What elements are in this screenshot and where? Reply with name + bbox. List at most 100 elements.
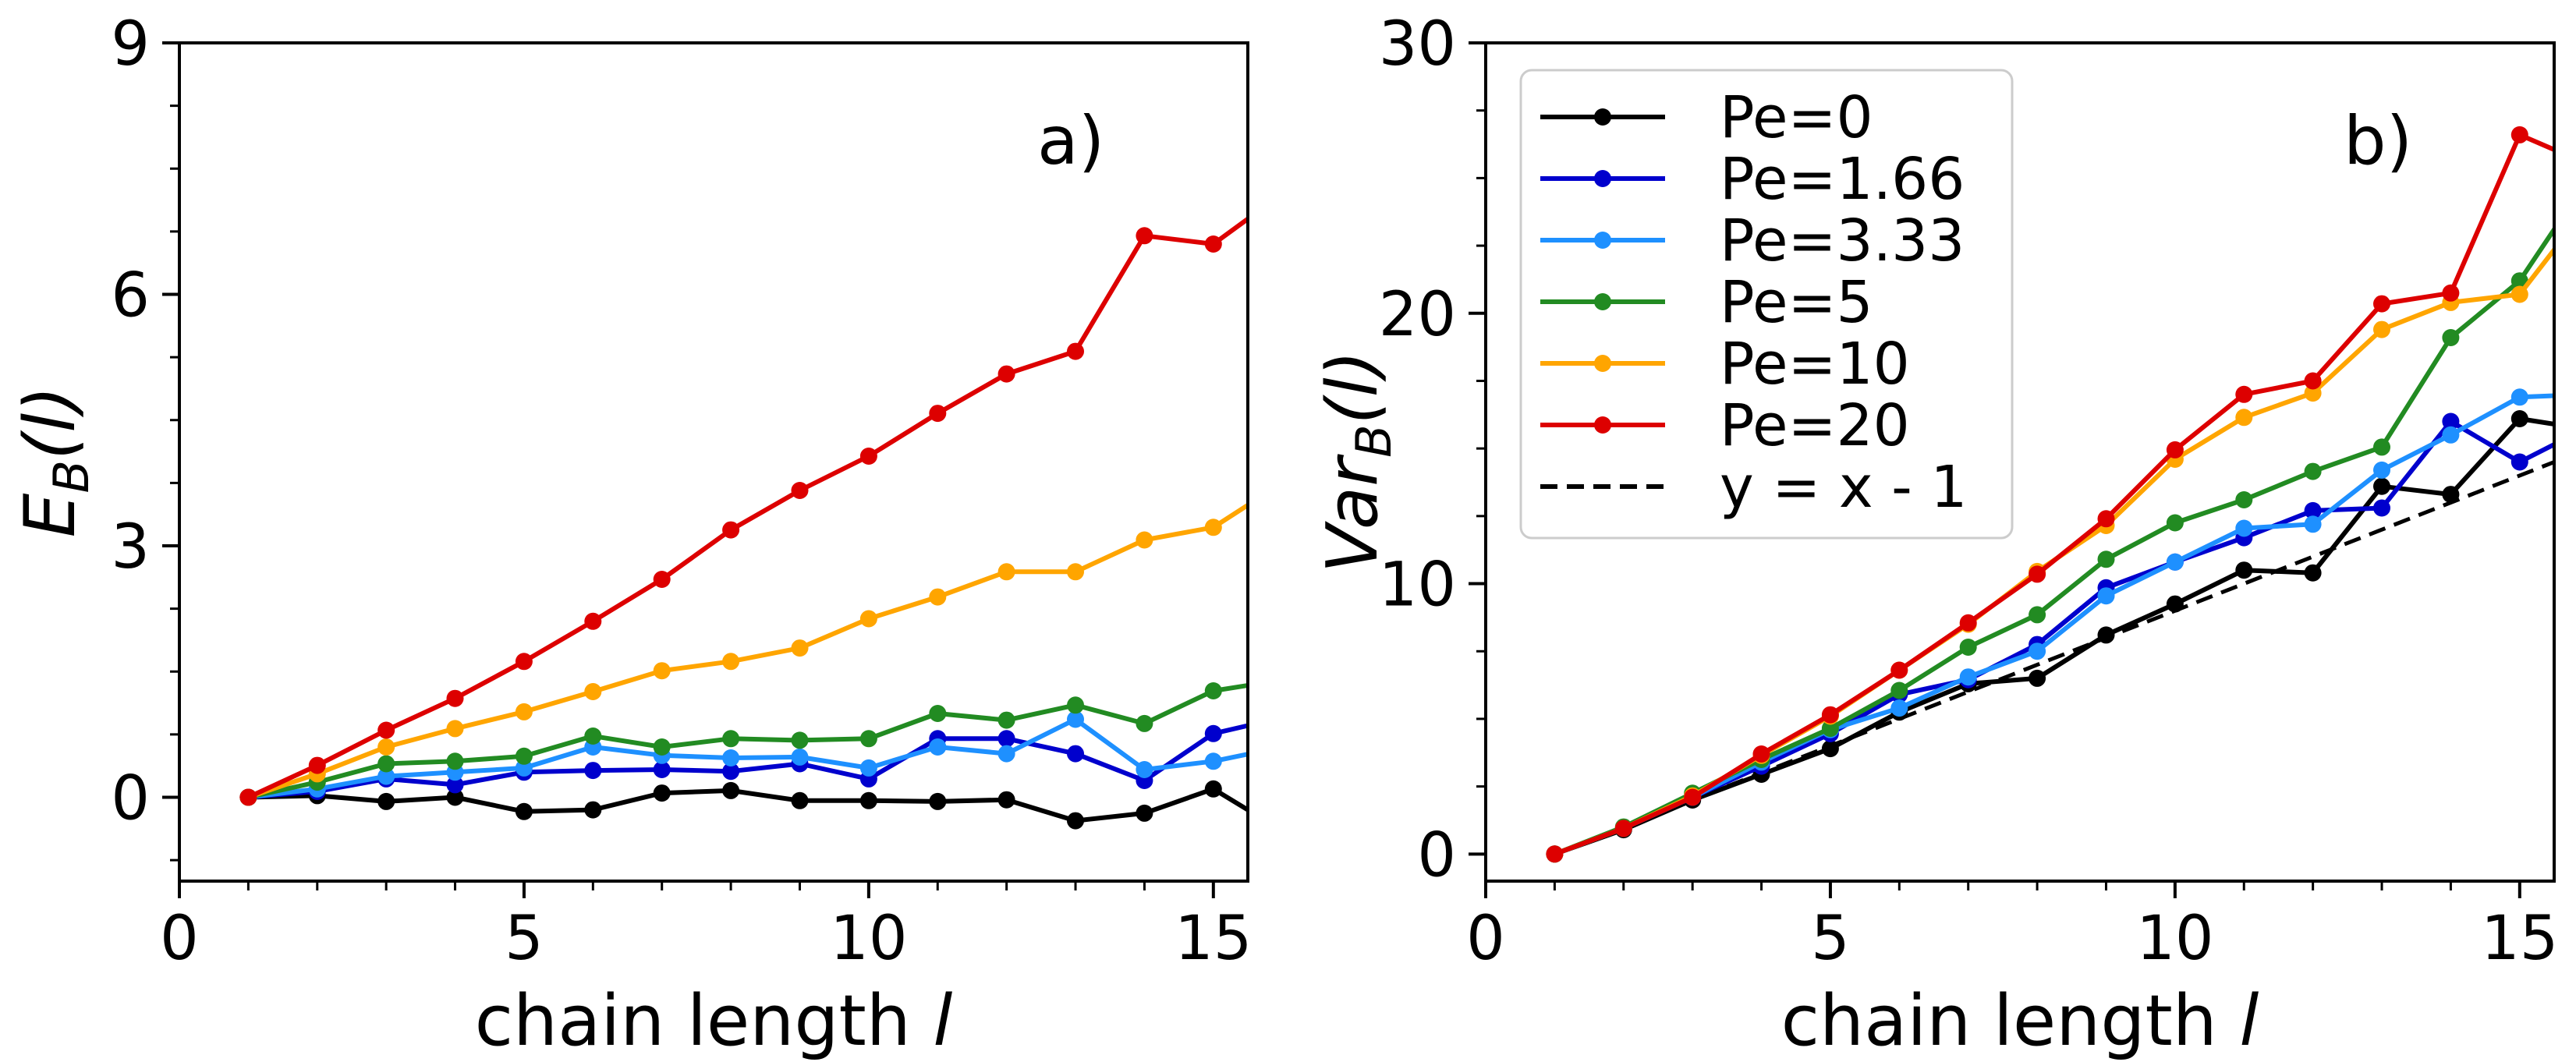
- panel-a-point-pe-1-66: [997, 730, 1015, 748]
- panel-a-point-pe-1-66: [584, 762, 602, 780]
- panel-a-point-pe-5: [997, 711, 1015, 729]
- panel-a-point-pe-10: [584, 683, 602, 700]
- panel-a-x-tick-label: 5: [505, 904, 544, 974]
- panel-b-point-pe-20: [2097, 510, 2115, 528]
- legend-marker: [1594, 293, 1611, 310]
- panel-b-point-pe-3-33: [2442, 426, 2460, 444]
- panel-b-point-pe-5: [2029, 606, 2046, 624]
- panel-a-point-pe-3-33: [1136, 761, 1153, 778]
- panel-b-point-pe-10: [2373, 320, 2390, 338]
- panel-b-point-pe-10: [2304, 384, 2322, 402]
- panel-b-point-pe-3-33: [1890, 699, 1908, 717]
- panel-b-x-tick-label: 5: [1811, 904, 1850, 974]
- panel-a-line-pe-1-66: [248, 723, 1248, 800]
- panel-b-point-pe-20: [1821, 706, 1839, 724]
- panel-a-point-pe-0: [584, 801, 602, 819]
- panel-b-point-pe-0: [2166, 595, 2184, 613]
- panel-b-point-pe-5: [2442, 329, 2460, 346]
- panel-b-x-tick-label: 15: [2481, 904, 2558, 974]
- panel-a-x-tick-label: 15: [1175, 904, 1252, 974]
- panel-a-y-tick-label: 6: [111, 261, 150, 331]
- panel-a-point-pe-10: [446, 720, 464, 738]
- panel-b-point-pe-20: [1684, 788, 1702, 806]
- panel-a-point-pe-5: [859, 730, 877, 748]
- panel-a-point-pe-20: [1274, 186, 1291, 203]
- panel-b-y-tick-label: 0: [1417, 820, 1456, 890]
- panel-a-point-pe-5: [791, 731, 809, 749]
- panel-a-point-pe-20: [929, 405, 947, 423]
- panel-b-point-pe-0: [2442, 486, 2460, 504]
- panel-a-point-pe-20: [1136, 227, 1153, 245]
- panel-b-point-pe-5: [1959, 639, 1977, 656]
- panel-a-chart: 0 5 10 15 0 3 6 9 a) chain length l EB(l): [9, 9, 1291, 1062]
- panel-a-point-pe-1-66: [1204, 724, 1222, 742]
- panel-b-point-pe-20: [2510, 126, 2528, 143]
- panel-a-point-pe-3-33: [1274, 738, 1291, 756]
- panel-a-point-pe-0: [791, 791, 809, 809]
- panel-a-point-pe-5: [1136, 714, 1153, 732]
- panel-a-point-pe-1-66: [653, 761, 671, 778]
- panel-b-point-pe-5: [2166, 514, 2184, 532]
- panel-b-label: b): [2344, 102, 2412, 180]
- panel-b-point-pe-3-33: [2510, 388, 2528, 406]
- panel-b-frame: [1484, 41, 2556, 883]
- panel-b-point-pe-20: [2373, 295, 2390, 313]
- panel-b-point-pe-0: [2235, 561, 2253, 579]
- panel-a-point-pe-20: [377, 721, 395, 739]
- panel-a-point-pe-10: [859, 610, 877, 628]
- legend-label: Pe=20: [1720, 392, 1910, 459]
- legend-label: Pe=3.33: [1720, 207, 1965, 274]
- panel-b-point-pe-5: [2373, 438, 2390, 456]
- panel-a-point-pe-20: [1067, 342, 1084, 360]
- panel-a-series-pe-5: [239, 682, 1248, 806]
- panel-a-point-pe-10: [929, 588, 947, 606]
- panel-b-y-tick-label: 10: [1379, 550, 1456, 621]
- panel-a-series-pe-20: [239, 186, 1291, 806]
- panel-b-line-pe-20: [1554, 132, 2554, 857]
- panel-b-point-pe-3-33: [2235, 519, 2253, 537]
- panel-a-line-pe-5: [247, 682, 1248, 800]
- panel-a-point-pe-0: [377, 792, 395, 810]
- legend-entry-pe-10: Pe=10: [1540, 331, 1910, 398]
- panel-b-point-pe-0: [2510, 410, 2528, 427]
- legend-marker: [1594, 170, 1611, 187]
- panel-a-point-pe-5: [446, 752, 464, 770]
- panel-b-point-pe-3-33: [1959, 668, 1977, 686]
- panel-b-y-tick-label: 30: [1379, 9, 1456, 80]
- panel-a-point-pe-3-33: [722, 749, 740, 766]
- panel-a-point-pe-10: [1204, 519, 1222, 536]
- panel-b-point-pe-10: [2235, 409, 2253, 427]
- panel-a-series-pe-0: [239, 780, 1248, 830]
- panel-a-point-pe-0: [515, 802, 533, 820]
- panel-a-point-pe-3-33: [377, 767, 395, 785]
- panel-a-point-pe-0: [653, 784, 671, 802]
- panel-a-point-pe-20: [859, 448, 877, 465]
- panel-a-point-pe-10: [791, 639, 809, 657]
- panel-a-point-pe-10: [653, 662, 671, 680]
- panel-a-point-pe-0: [446, 788, 464, 806]
- panel-b-point-pe-20: [1546, 845, 1564, 863]
- panel-a-point-pe-20: [1204, 235, 1222, 253]
- panel-b-line-pe-3-33: [1554, 393, 2554, 857]
- panel-a-point-pe-1-66: [446, 776, 464, 794]
- legend-marker: [1594, 232, 1611, 249]
- panel-a-point-pe-20: [584, 612, 602, 630]
- panel-a-point-pe-0: [929, 792, 947, 810]
- legend-label: Pe=10: [1720, 331, 1910, 398]
- panel-b-point-pe-20: [2166, 441, 2184, 458]
- panel-a-point-pe-20: [722, 521, 740, 539]
- panel-b-line-pe-0: [1554, 416, 2554, 857]
- panel-a-point-pe-3-33: [1067, 710, 1084, 728]
- panel-a-point-pe-0: [997, 791, 1015, 809]
- legend-marker: [1594, 416, 1611, 434]
- panel-b-point-pe-0: [1821, 740, 1839, 758]
- panel-a-x-tick-label: 0: [160, 904, 199, 974]
- panel-a-point-pe-10: [377, 738, 395, 756]
- panel-a-y-tick-label: 9: [111, 9, 150, 80]
- panel-a-frame: [178, 41, 1249, 883]
- panel-a-point-pe-1-66: [1067, 745, 1084, 763]
- panel-b-point-pe-3-33: [2304, 515, 2322, 533]
- panel-b-point-pe-1-66: [2510, 453, 2528, 471]
- panel-a-point-pe-1-66: [722, 763, 740, 781]
- panel-b-y-tick-label: 20: [1379, 280, 1456, 350]
